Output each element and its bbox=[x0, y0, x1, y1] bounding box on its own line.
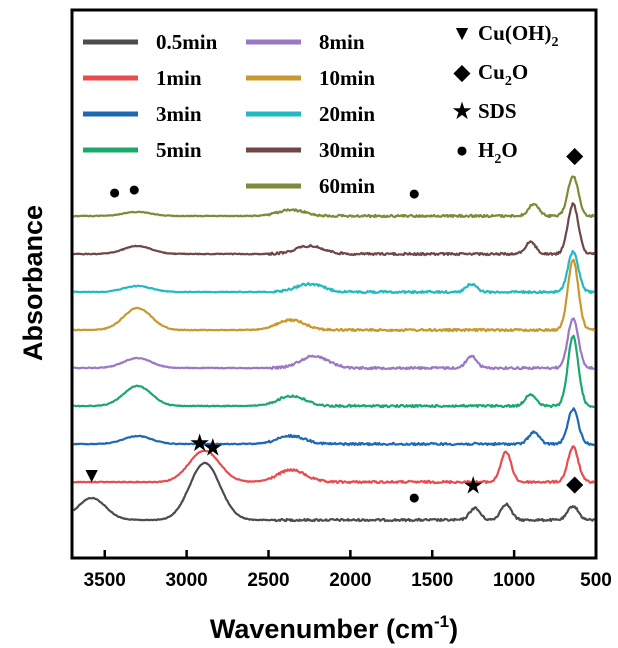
x-axis-title-close: ) bbox=[449, 614, 458, 644]
peak-annotation-marker: ◆ bbox=[566, 143, 584, 167]
peak-annotation-marker: ● bbox=[108, 180, 121, 204]
marker-legend: ▼ Cu(OH)2◆ Cu2O★ SDS● H2O bbox=[452, 21, 559, 167]
series-line-0.5min bbox=[72, 461, 595, 523]
peak-annotation-marker: ★ bbox=[203, 435, 222, 459]
marker-legend-symbol: ● bbox=[456, 138, 469, 162]
peak-annotation-marker: ● bbox=[408, 181, 421, 205]
x-tick-label: 3500 bbox=[84, 570, 126, 591]
x-axis-title-superscript: -1 bbox=[434, 612, 449, 631]
marker-legend-symbol: ★ bbox=[453, 99, 472, 123]
marker-legend-label-subscript: 2 bbox=[505, 74, 512, 89]
marker-legend-symbol: ◆ bbox=[453, 60, 471, 84]
series-line-60min bbox=[73, 175, 596, 219]
x-axis-ticks: 3500 3000 2500 2000 1500 1000 500 bbox=[84, 550, 612, 591]
annotation-layer: ● ● ●◆▼★★● ★ ◆ bbox=[81, 143, 583, 509]
marker-legend-label: Cu(OH)2 bbox=[478, 21, 559, 50]
x-axis-title-main: Wavenumber (cm bbox=[210, 614, 434, 644]
legend-label-1min: 1min bbox=[156, 66, 202, 90]
legend-label-3min: 3min bbox=[156, 102, 202, 126]
marker-legend-symbol: ▼ bbox=[452, 21, 473, 45]
legend-label-20min: 20min bbox=[319, 102, 375, 126]
marker-legend-label: H2O bbox=[478, 138, 518, 167]
peak-annotation-marker: ▼ bbox=[81, 463, 102, 487]
legend-label-60min: 60min bbox=[319, 174, 375, 198]
legend-label-0.5min: 0.5min bbox=[156, 30, 218, 54]
marker-legend-label: Cu2O bbox=[478, 60, 528, 89]
x-tick-label: 500 bbox=[580, 570, 612, 591]
marker-legend-label-tail: O bbox=[512, 60, 528, 84]
series-layer bbox=[72, 175, 596, 523]
x-axis-title: Wavenumber (cm-1) bbox=[210, 612, 458, 644]
legend: 0.5min 1min 3min 5min 8min 10min 20min 30min 60m… bbox=[83, 30, 375, 198]
marker-legend-label-tail: O bbox=[501, 138, 517, 162]
legend-label-8min: 8min bbox=[319, 30, 365, 54]
x-tick-label: 2500 bbox=[247, 570, 289, 591]
marker-legend-label-main: Cu(OH) bbox=[478, 21, 552, 45]
series-line-3min bbox=[73, 407, 596, 447]
peak-annotation-marker: ★ bbox=[190, 431, 209, 455]
plot-frame bbox=[70, 8, 598, 560]
marker-legend-label-subscript: 2 bbox=[494, 152, 501, 167]
series-line-8min bbox=[73, 317, 595, 371]
series-line-20min bbox=[73, 249, 595, 295]
marker-legend-label-main: Cu bbox=[478, 60, 505, 84]
peak-annotation-marker: ★ bbox=[464, 474, 483, 498]
series-line-5min bbox=[73, 334, 595, 409]
legend-label-10min: 10min bbox=[319, 66, 375, 90]
y-axis-title: Absorbance bbox=[18, 205, 48, 361]
marker-legend-label-main: H bbox=[478, 138, 494, 162]
x-tick-label: 3000 bbox=[165, 570, 207, 591]
marker-legend-label: SDS bbox=[478, 99, 517, 123]
marker-legend-label-subscript: 2 bbox=[552, 35, 559, 50]
marker-legend-label-main: SDS bbox=[478, 99, 517, 123]
x-tick-label: 1500 bbox=[411, 570, 453, 591]
legend-label-5min: 5min bbox=[156, 138, 202, 162]
x-tick-label: 1000 bbox=[493, 570, 535, 591]
legend-label-30min: 30min bbox=[319, 138, 375, 162]
peak-annotation-marker: ● bbox=[128, 177, 141, 201]
series-line-1min bbox=[73, 445, 596, 485]
x-tick-label: 2000 bbox=[329, 570, 371, 591]
series-line-10min bbox=[73, 258, 596, 333]
series-line-30min bbox=[73, 202, 596, 257]
peak-annotation-marker: ◆ bbox=[566, 472, 584, 496]
peak-annotation-marker: ● bbox=[408, 485, 421, 509]
